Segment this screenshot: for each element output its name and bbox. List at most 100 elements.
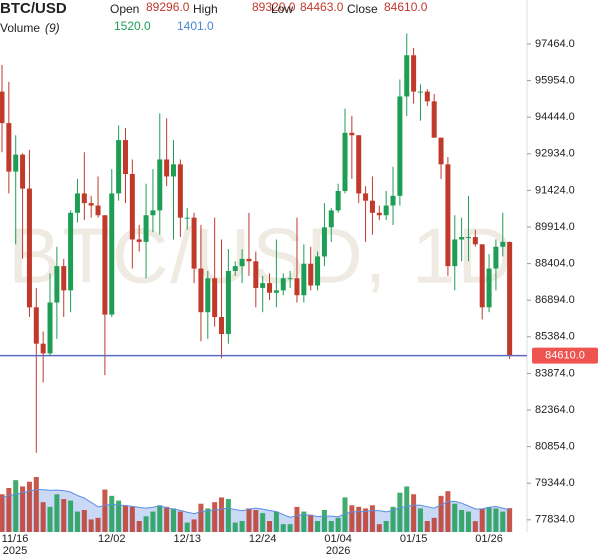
y-tick-label: 79344.0 [535, 477, 575, 489]
candle-body [54, 266, 60, 303]
volume-bar [225, 499, 231, 532]
candle-body [465, 237, 471, 239]
candle-body [61, 266, 67, 291]
volume-bar [0, 494, 5, 532]
candle-body [493, 246, 499, 269]
y-tick-label: 82364.0 [535, 404, 575, 416]
candle-body [198, 268, 204, 313]
header-label: Close [347, 2, 378, 16]
volume-bar [239, 521, 245, 532]
candle-body [356, 135, 362, 194]
volume-bar [431, 517, 437, 532]
volume-bar [47, 506, 53, 532]
volume-bar [363, 508, 369, 532]
candle-body [452, 239, 458, 267]
candle-body [33, 307, 39, 344]
candle-body [507, 241, 513, 356]
header-value: 84463.0 [300, 0, 344, 14]
y-tick-label: 83874.0 [535, 367, 575, 379]
volume-bar [273, 511, 279, 532]
candle-body [500, 241, 506, 247]
candle-body [417, 91, 423, 93]
volume-bar [40, 502, 46, 532]
candle-body [424, 91, 430, 102]
volume-bar [198, 503, 204, 532]
volume-bar [424, 521, 430, 532]
volume-bar [191, 519, 197, 532]
candle-body [20, 154, 26, 189]
candle-body [438, 137, 444, 165]
x-year-label: 2025 [3, 545, 27, 557]
volume-bar [74, 511, 80, 532]
candle-body [177, 164, 183, 218]
y-tick-label: 92934.0 [535, 148, 575, 160]
y-tick-label: 97464.0 [535, 38, 575, 50]
candle-body [273, 290, 279, 293]
volume-bar [219, 497, 225, 532]
chart-title: BTC/USD [0, 0, 67, 17]
candle-body [294, 278, 300, 296]
header-label: High [193, 2, 218, 16]
candle-body [157, 159, 163, 211]
candle-body [301, 263, 307, 296]
volume-bar [157, 505, 163, 532]
volume-bar [349, 505, 355, 532]
candle-body [383, 205, 389, 216]
candle-body [13, 154, 19, 172]
volume-bar [301, 511, 307, 532]
candle-body [184, 217, 190, 219]
volume-bar [95, 517, 101, 532]
x-year-label: 2026 [326, 545, 350, 557]
header-value: 89296.0 [146, 0, 190, 14]
header-value: 84610.0 [384, 0, 428, 14]
volume-bar [6, 488, 12, 532]
volume-bar [486, 506, 492, 532]
candle-body [143, 215, 149, 242]
candle-body [116, 140, 122, 194]
header-label: Open [110, 2, 139, 16]
volume-bar [452, 503, 458, 532]
volume-bar [212, 502, 218, 532]
volume-bar [390, 506, 396, 532]
candle-body [246, 258, 252, 262]
y-tick-label: 86894.0 [535, 294, 575, 306]
last-price-box [532, 347, 598, 364]
candle-body [253, 261, 259, 288]
volume-bar [315, 521, 321, 532]
candle-body [136, 239, 142, 242]
volume-ma-line [1, 489, 510, 518]
x-tick-label: 01/26 [475, 533, 503, 545]
volume-bar [472, 521, 478, 532]
volume-bar [411, 494, 417, 532]
volume-bar [143, 516, 149, 532]
candle-body [191, 217, 197, 269]
candle-body [472, 237, 478, 245]
candle-body [0, 91, 5, 124]
volume-bar [253, 510, 259, 532]
volume-bar [465, 511, 471, 532]
candle-body [397, 96, 403, 196]
candle-body [459, 237, 465, 240]
volume-bar [308, 514, 314, 532]
candle-body [26, 188, 32, 308]
volume-bar [417, 508, 423, 532]
volume-bar [342, 497, 348, 532]
candle-body [479, 244, 485, 308]
volume-bar [171, 508, 176, 532]
candle-body [287, 278, 293, 280]
volume-bar [122, 505, 128, 532]
y-tick-label: 77834.0 [535, 514, 575, 526]
candle-body [219, 317, 225, 335]
volume-period: (9) [45, 21, 60, 35]
candle-body [95, 205, 101, 216]
candle-body [205, 278, 211, 313]
y-tick-label: 85384.0 [535, 331, 575, 343]
volume-bar [54, 494, 60, 532]
volume-title: Volume [0, 21, 40, 35]
volume-bar [321, 510, 327, 532]
volume-value: 1520.0 [114, 19, 151, 33]
volume-bar [150, 511, 156, 532]
volume-bar [479, 508, 485, 532]
candle-body [129, 174, 135, 240]
